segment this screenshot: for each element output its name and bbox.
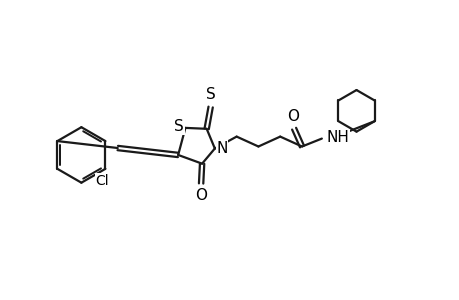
Text: Cl: Cl	[95, 174, 109, 188]
Text: O: O	[195, 188, 207, 203]
Text: N: N	[216, 141, 227, 156]
Text: S: S	[205, 87, 215, 102]
Text: NH: NH	[326, 130, 349, 145]
Text: S: S	[174, 119, 184, 134]
Text: O: O	[286, 109, 298, 124]
